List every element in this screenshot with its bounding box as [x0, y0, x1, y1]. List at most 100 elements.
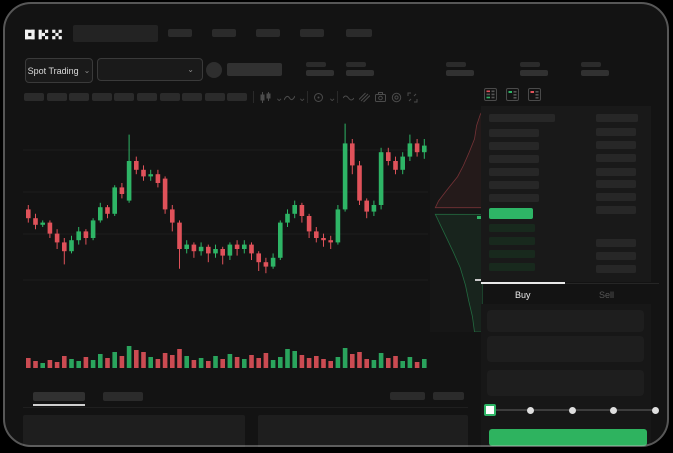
volume-bar [213, 356, 218, 368]
depth-chart-svg [434, 110, 483, 332]
chevron-down-icon[interactable]: ⌄ [298, 93, 307, 104]
candle-body [90, 220, 96, 238]
pair-selector-dropdown[interactable]: ⌄ [97, 58, 203, 81]
okx-logo-icon [25, 29, 62, 40]
volume-bar [26, 358, 31, 368]
tabs-divider [481, 283, 659, 284]
timeframe-skeleton[interactable] [182, 93, 203, 101]
slider-stop[interactable] [651, 406, 659, 414]
nav-item-skeleton[interactable] [168, 29, 192, 37]
chevron-down-icon: ⌄ [83, 65, 91, 75]
volume-bar [198, 358, 204, 368]
candle-body [386, 152, 391, 161]
indicator-icon[interactable] [313, 92, 324, 103]
volume-bar [40, 363, 45, 368]
candle-body [162, 178, 168, 210]
okx-logo[interactable] [25, 27, 65, 42]
settings-icon[interactable] [391, 92, 402, 103]
orderbook-both-icon[interactable] [484, 88, 497, 101]
tab-buy[interactable]: Buy [481, 284, 565, 304]
volume-bar [162, 353, 168, 368]
timeframe-skeleton[interactable] [227, 93, 248, 101]
compare-icon[interactable] [359, 92, 370, 103]
stat-value-skeleton [581, 70, 609, 76]
volume-bar [90, 360, 96, 368]
bottom-action-skeleton[interactable] [433, 392, 464, 400]
header-search-skeleton[interactable] [73, 25, 158, 42]
fullscreen-icon[interactable] [407, 92, 418, 103]
candle-body [278, 222, 283, 258]
candle-body [371, 205, 377, 212]
volume-bar [155, 359, 161, 368]
chevron-down-icon[interactable]: ⌄ [328, 93, 337, 104]
candle-body [400, 156, 405, 170]
volume-bar [33, 361, 38, 368]
candle-body [299, 205, 305, 216]
bottom-tab-active-skeleton[interactable] [33, 392, 85, 401]
volume-bar [278, 357, 283, 368]
volume-bar [263, 353, 269, 368]
candle-body [83, 231, 89, 238]
bid-price-skeleton [489, 250, 535, 258]
timeframe-skeleton[interactable] [159, 93, 180, 101]
candle-body [321, 238, 326, 241]
timeframe-skeleton[interactable] [69, 93, 90, 101]
orderbook-asks-icon[interactable] [528, 88, 541, 101]
market-selector-button[interactable]: Spot Trading ⌄ [25, 58, 93, 83]
nav-item-skeleton[interactable] [212, 29, 236, 37]
total-input-skeleton[interactable] [487, 370, 644, 396]
candle-body [112, 187, 117, 214]
depth-chart[interactable] [430, 110, 483, 332]
nav-item-skeleton[interactable] [256, 29, 280, 37]
bid-size-skeleton [596, 265, 636, 273]
ask-size-skeleton [596, 206, 636, 214]
chevron-down-icon[interactable]: ⌄ [275, 93, 284, 104]
amount-input-skeleton[interactable] [487, 336, 644, 362]
slider-handle[interactable] [484, 404, 496, 416]
camera-icon[interactable] [375, 92, 386, 102]
candle-body [206, 246, 211, 254]
volume-bar [112, 352, 117, 368]
ask-size-skeleton [596, 154, 636, 162]
candle-body [422, 145, 427, 153]
timeframe-skeleton[interactable] [114, 93, 135, 101]
ask-size-skeleton [596, 193, 636, 201]
wave-icon[interactable] [343, 93, 354, 102]
nav-item-skeleton[interactable] [346, 29, 372, 37]
toolbar-divider [253, 91, 254, 103]
slider-stop[interactable] [527, 406, 534, 414]
slider-stop[interactable] [610, 406, 617, 414]
last-price-indicator[interactable] [489, 208, 533, 219]
nav-item-skeleton[interactable] [300, 29, 324, 37]
orderbook-header-skeleton [596, 114, 638, 122]
price-input-skeleton[interactable] [487, 310, 644, 332]
candle-body [328, 240, 333, 243]
volume-bar [378, 353, 384, 368]
buy-tab-underline [481, 282, 565, 284]
timeframe-skeleton[interactable] [91, 93, 112, 101]
tab-sell[interactable]: Sell [565, 284, 651, 304]
chart-type-icon[interactable] [260, 92, 271, 103]
volume-bar [422, 359, 427, 368]
timeframe-skeleton[interactable] [24, 93, 44, 101]
line-tool-icon[interactable] [284, 93, 295, 103]
volume-bar [292, 351, 297, 368]
volume-bar [400, 361, 405, 368]
stat-label-skeleton [346, 62, 366, 67]
timeframe-skeleton[interactable] [46, 93, 67, 101]
timeframe-skeleton[interactable] [137, 93, 157, 101]
candle-body [76, 231, 81, 241]
ask-price-skeleton [489, 142, 539, 150]
ask-size-skeleton [596, 168, 636, 176]
buy-submit-button[interactable] [489, 429, 647, 446]
slider-stop[interactable] [568, 406, 576, 414]
toolbar-divider [337, 91, 338, 103]
orderbook-bids-icon[interactable] [506, 88, 519, 101]
bottom-action-skeleton[interactable] [390, 392, 425, 400]
bottom-tab-skeleton[interactable] [103, 392, 143, 401]
candlestick-chart[interactable] [23, 110, 428, 370]
timeframe-skeleton[interactable] [204, 93, 225, 101]
volume-bar [249, 355, 254, 368]
order-history-table-skeleton [258, 415, 468, 447]
